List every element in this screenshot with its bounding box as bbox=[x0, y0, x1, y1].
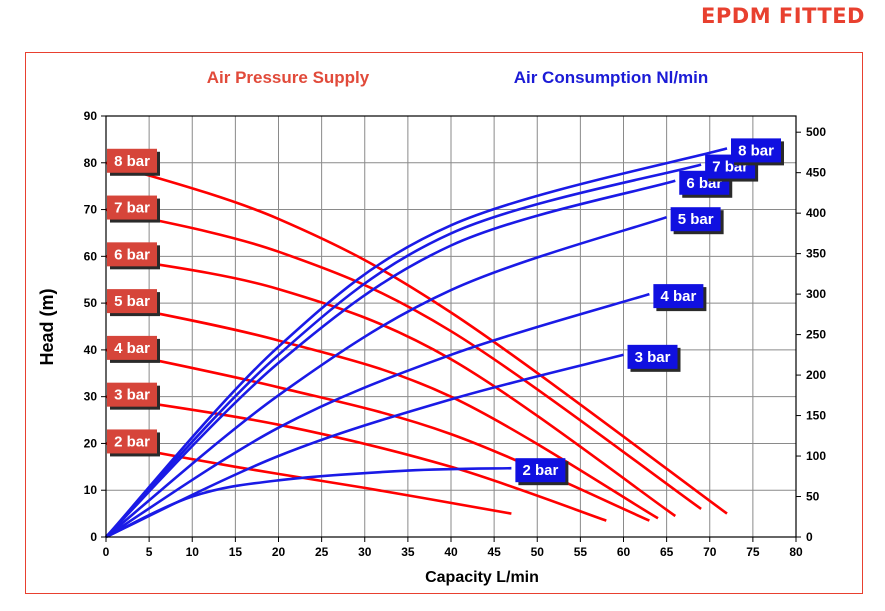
pressure-label: 7 bar bbox=[107, 195, 160, 223]
y2-tick-label: 0 bbox=[806, 530, 813, 544]
y2-tick-label: 50 bbox=[806, 490, 820, 504]
pressure-curve bbox=[105, 255, 677, 518]
pressure-label: 6 bar bbox=[107, 242, 160, 270]
pressure-curve bbox=[105, 348, 650, 522]
pressure-curve bbox=[105, 208, 702, 510]
pressure-label: 2 bar bbox=[107, 429, 160, 457]
svg-text:2 bar: 2 bar bbox=[522, 462, 558, 479]
svg-text:3 bar: 3 bar bbox=[114, 387, 150, 404]
y-tick-label: 50 bbox=[84, 296, 98, 310]
svg-text:7 bar: 7 bar bbox=[114, 200, 150, 217]
y-tick-label: 40 bbox=[84, 343, 98, 357]
y2-tick-label: 500 bbox=[806, 125, 826, 139]
plot-area-border bbox=[105, 115, 797, 538]
svg-text:6 bar: 6 bar bbox=[114, 246, 150, 263]
x-tick-label: 5 bbox=[146, 545, 153, 559]
pressure-label: 4 bar bbox=[107, 335, 160, 363]
pressure-curve bbox=[105, 301, 659, 520]
y2-tick-label: 350 bbox=[806, 247, 826, 261]
x-tick-label: 30 bbox=[358, 545, 372, 559]
chart-frame bbox=[25, 52, 863, 594]
axes-layer: 0 5 10 15 20 25 30 35 40 45 50 55 60 65 70 75 8001020304… bbox=[84, 109, 827, 559]
y2-tick-label: 300 bbox=[806, 287, 826, 301]
svg-text:4 bar: 4 bar bbox=[660, 288, 696, 305]
y2-tick-label: 250 bbox=[806, 328, 826, 342]
svg-text:4 bar: 4 bar bbox=[114, 340, 150, 357]
consumption-curve bbox=[105, 163, 702, 538]
svg-text:8 bar: 8 bar bbox=[114, 153, 150, 170]
pressure-label: 3 bar bbox=[107, 382, 160, 410]
svg-text:2 bar: 2 bar bbox=[114, 433, 150, 450]
svg-text:5 bar: 5 bar bbox=[114, 293, 150, 310]
x-tick-label: 55 bbox=[574, 545, 588, 559]
x-tick-label: 60 bbox=[617, 545, 631, 559]
x-tick-label: 15 bbox=[229, 545, 243, 559]
y-tick-label: 90 bbox=[84, 109, 98, 123]
y-axis-title: Head (m) bbox=[37, 288, 57, 365]
consumption-curve bbox=[105, 179, 676, 538]
svg-text:5 bar: 5 bar bbox=[678, 211, 714, 228]
consumption-label: 5 bar bbox=[670, 207, 724, 235]
x-tick-label: 45 bbox=[487, 545, 501, 559]
x-tick-label: 20 bbox=[272, 545, 286, 559]
series-labels-layer: 2 bar 3 bar 4 bar 5 bar 6 bar 7 bar 8 bar 2 bar… bbox=[107, 138, 784, 486]
consumption-label: 2 bar bbox=[515, 458, 569, 486]
consumption-curve bbox=[105, 292, 650, 539]
svg-text:8 bar: 8 bar bbox=[738, 142, 774, 159]
series-layer bbox=[105, 147, 728, 539]
y2-tick-label: 200 bbox=[806, 368, 826, 382]
consumption-curve bbox=[105, 353, 624, 539]
x-tick-label: 10 bbox=[186, 545, 200, 559]
x-tick-label: 40 bbox=[444, 545, 458, 559]
y-tick-label: 70 bbox=[84, 203, 98, 217]
x-tick-label: 35 bbox=[401, 545, 415, 559]
y-tick-label: 60 bbox=[84, 249, 98, 263]
y2-tick-label: 100 bbox=[806, 449, 826, 463]
x-tick-label: 70 bbox=[703, 545, 717, 559]
y-tick-label: 10 bbox=[84, 483, 98, 497]
x-axis-title: Capacity L/min bbox=[425, 569, 539, 586]
consumption-curve bbox=[105, 147, 728, 538]
pressure-label: 8 bar bbox=[107, 148, 160, 176]
y-tick-label: 0 bbox=[90, 530, 97, 544]
legend-air-pressure-title: Air Pressure Supply bbox=[207, 68, 370, 87]
x-tick-label: 25 bbox=[315, 545, 329, 559]
y-tick-label: 80 bbox=[84, 156, 98, 170]
consumption-label: 8 bar bbox=[731, 138, 784, 166]
y-tick-label: 20 bbox=[84, 436, 98, 450]
y2-tick-label: 150 bbox=[806, 409, 826, 423]
svg-text:3 bar: 3 bar bbox=[635, 349, 671, 366]
legend-air-consumption-title: Air Consumption Nl/min bbox=[514, 68, 709, 87]
x-tick-label: 50 bbox=[531, 545, 545, 559]
y2-tick-label: 400 bbox=[806, 206, 826, 220]
brand-label: EPDM FITTED bbox=[701, 4, 865, 28]
pressure-label: 5 bar bbox=[107, 289, 160, 317]
x-tick-label: 0 bbox=[103, 545, 110, 559]
x-tick-label: 65 bbox=[660, 545, 674, 559]
y-tick-label: 30 bbox=[84, 390, 98, 404]
pressure-curve bbox=[105, 161, 728, 515]
x-tick-label: 80 bbox=[789, 545, 803, 559]
consumption-curve bbox=[105, 215, 668, 539]
y2-tick-label: 450 bbox=[806, 166, 826, 180]
consumption-label: 4 bar bbox=[653, 284, 707, 312]
consumption-label: 3 bar bbox=[627, 344, 681, 372]
pressure-curve bbox=[105, 395, 607, 522]
x-tick-label: 75 bbox=[746, 545, 760, 559]
